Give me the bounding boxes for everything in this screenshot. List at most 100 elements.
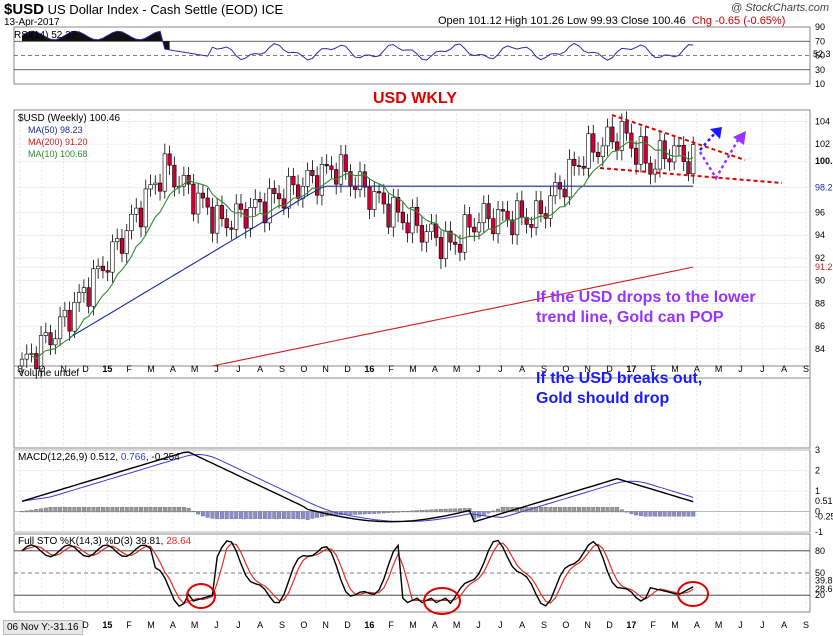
x-tick-label: M — [453, 364, 461, 374]
macd-histogram-bar — [653, 511, 658, 517]
macd-histogram-bar — [139, 507, 143, 513]
x-tick-label: A — [519, 364, 525, 374]
x-tick-label: S — [803, 364, 809, 374]
macd-histogram-bar — [448, 508, 453, 513]
macd-histogram-bar — [258, 511, 262, 519]
x-tick-label-bottom: A — [432, 620, 438, 630]
x-tick-label: O — [562, 364, 569, 374]
macd-histogram-bar — [124, 507, 129, 513]
macd-histogram-bar — [377, 511, 381, 514]
macd-tick-label: 0 — [815, 507, 820, 517]
candle-body — [434, 223, 439, 238]
macd-histogram-bar — [372, 511, 377, 514]
volume-label: Volume undef — [18, 368, 80, 379]
x-tick-label: 16 — [364, 364, 374, 374]
candle-body — [96, 265, 101, 270]
x-tick-label-bottom: A — [170, 620, 176, 630]
candle-body — [286, 175, 291, 209]
candle-body — [219, 205, 225, 219]
macd-histogram-bar — [134, 507, 139, 513]
macd-histogram-bar — [581, 507, 586, 513]
x-tick-label-bottom: A — [519, 620, 525, 630]
macd-histogram-bar — [105, 507, 110, 513]
candle-body — [210, 206, 215, 234]
candle-body — [572, 158, 577, 166]
candle-body — [653, 168, 658, 175]
price-tick-label: 86 — [815, 321, 825, 331]
candle-body — [372, 191, 377, 210]
x-tick-label: J — [476, 364, 481, 374]
price-tick-label: 96 — [815, 207, 825, 217]
x-tick-label: D — [344, 364, 351, 374]
macd-histogram-bar — [300, 511, 305, 519]
panel-frame-price — [13, 109, 811, 379]
candle-body — [248, 207, 253, 229]
x-tick-label-bottom: F — [388, 620, 394, 630]
stoch-tick-label: 39.8 — [815, 576, 833, 586]
x-tick-label-bottom: F — [650, 620, 656, 630]
macd-histogram-bar — [434, 509, 439, 513]
candle-body — [576, 165, 582, 167]
x-tick-label-bottom: M — [191, 620, 199, 630]
x-tick-label: N — [584, 364, 591, 374]
macd-histogram-bar — [120, 507, 124, 513]
price-tick-label: 88 — [815, 298, 825, 308]
macd-histogram-bar — [496, 508, 501, 513]
macd-histogram-bar — [267, 511, 272, 519]
macd-tick-label: 2 — [815, 466, 820, 476]
ma10-line — [31, 140, 694, 360]
x-tick-label-bottom: J — [476, 620, 481, 630]
candle-body — [100, 265, 106, 271]
oversold-circle — [423, 587, 461, 615]
candle-body — [167, 153, 172, 166]
candle-body — [676, 144, 682, 147]
macd-histogram-bar — [615, 507, 620, 513]
macd-histogram-bar — [586, 507, 591, 513]
x-tick-label: A — [170, 364, 176, 374]
x-tick-label-bottom: M — [671, 620, 679, 630]
x-tick-label-bottom: S — [803, 620, 809, 630]
macd-histogram-bar — [415, 510, 420, 513]
candle-body — [381, 192, 386, 205]
macd-histogram-bar — [181, 507, 186, 513]
x-tick-label-bottom: J — [236, 620, 241, 630]
candle-body — [24, 353, 29, 360]
macd-histogram-bar — [386, 511, 391, 513]
ma200-legend: MA(200) 91.20 — [28, 137, 88, 147]
candle-body — [567, 158, 572, 198]
macd-line — [21, 451, 694, 523]
candle-body — [67, 309, 72, 332]
candle-body — [638, 136, 643, 165]
macd-histogram-bar — [491, 510, 496, 513]
macd-histogram-bar — [681, 511, 686, 517]
candle-body — [238, 203, 244, 210]
macd-histogram-bar — [34, 509, 39, 513]
candle-body — [467, 214, 472, 228]
macd-histogram-bar — [29, 509, 34, 513]
macd-histogram-bar — [577, 507, 581, 513]
candle-body — [500, 209, 505, 212]
candle-body — [400, 211, 405, 224]
rsi-tick-label: 50 — [815, 51, 825, 61]
candle-body — [476, 222, 482, 233]
macd-histogram-bar — [634, 511, 639, 516]
macd-histogram-bar — [353, 511, 358, 515]
macd-histogram-bar — [348, 511, 353, 515]
macd-histogram-bar — [367, 511, 372, 514]
candle-body — [405, 222, 410, 234]
candle-body — [181, 174, 186, 187]
candle-body — [19, 358, 25, 367]
x-tick-label: A — [432, 364, 438, 374]
candle-body — [324, 164, 329, 167]
macd-histogram-bar — [538, 507, 543, 513]
drop-bounce-arrow-head — [733, 131, 746, 145]
candle-body — [234, 203, 239, 230]
candle-body — [624, 121, 629, 134]
macd-tick-label: 1 — [815, 486, 820, 496]
x-tick-label-bottom: S — [541, 620, 547, 630]
macd-histogram-bar — [362, 511, 367, 515]
macd-histogram-bar — [667, 511, 672, 517]
candle-body — [491, 218, 496, 235]
candle-body — [534, 200, 539, 228]
candle-body — [495, 209, 501, 235]
